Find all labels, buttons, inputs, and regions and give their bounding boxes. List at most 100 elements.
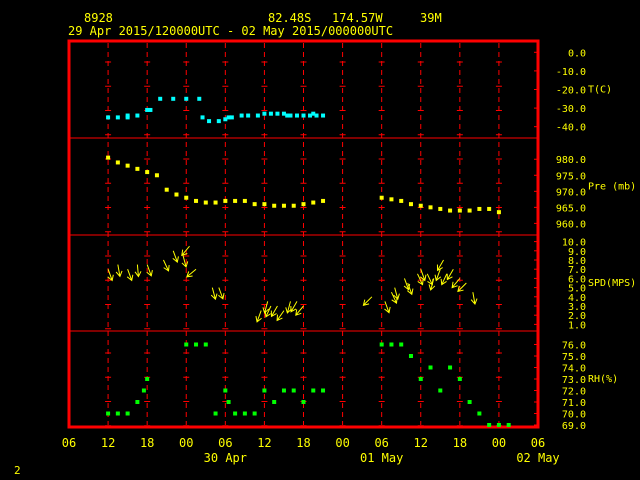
panel-label-wind: SPD(MPS) [588, 278, 636, 289]
wind-arrow [390, 291, 398, 304]
data-point-temp [148, 107, 153, 112]
wind-arrow [264, 305, 272, 318]
y-tick-label: 76.0 [562, 341, 586, 352]
station-longitude: 174.57W [332, 11, 383, 25]
data-point-pres [125, 163, 130, 168]
y-tick-label: -20.0 [556, 86, 586, 97]
y-tick-label: 7.0 [568, 265, 586, 276]
x-tick-label: 06 [374, 436, 388, 450]
y-tick-label: 75.0 [562, 352, 586, 363]
wind-arrow [262, 301, 270, 314]
y-tick-label: -10.0 [556, 67, 586, 78]
wind-arrow [126, 269, 134, 282]
data-point-pres [487, 206, 492, 211]
data-point-pres [291, 203, 296, 208]
data-point-temp [314, 113, 319, 118]
wind-arrow [451, 278, 461, 289]
y-tick-label: 970.0 [556, 187, 586, 198]
station-id: 8928 [84, 11, 113, 25]
y-tick-label: 4.0 [568, 293, 586, 304]
wind-arrow [434, 269, 442, 282]
wind-arrow [107, 269, 114, 282]
x-tick-label: 06 [531, 436, 545, 450]
data-point-pres [448, 208, 453, 213]
wind-arrow [457, 282, 467, 293]
wind-arrow [285, 301, 292, 314]
data-point-rh [233, 411, 238, 416]
wind-arrow [362, 296, 373, 306]
data-point-pres [154, 173, 159, 178]
data-point-temp [115, 115, 120, 120]
x-tick-label: 18 [140, 436, 154, 450]
data-point-temp [200, 115, 205, 120]
data-point-pres [164, 187, 169, 192]
y-tick-label: -30.0 [556, 104, 586, 115]
data-point-pres [203, 200, 208, 205]
y-tick-label: 71.0 [562, 398, 586, 409]
wind-arrow [270, 305, 278, 318]
data-point-pres [379, 195, 384, 200]
y-tick-label: 2.0 [568, 311, 586, 322]
data-point-pres [321, 198, 326, 203]
data-point-temp [275, 111, 280, 116]
y-tick-label: 9.0 [568, 247, 586, 258]
data-point-pres [194, 198, 199, 203]
data-point-rh [379, 342, 384, 347]
data-point-rh [477, 411, 482, 416]
data-point-pres [242, 198, 247, 203]
y-tick-label: 975.0 [556, 171, 586, 182]
x-tick-label: 00 [335, 436, 349, 450]
y-tick-label: 8.0 [568, 256, 586, 267]
data-point-rh [408, 354, 413, 358]
data-point-rh [106, 411, 111, 416]
data-point-rh [125, 411, 130, 416]
data-point-temp [281, 111, 286, 116]
data-point-rh [223, 388, 228, 393]
x-day-label: 01 May [360, 451, 403, 465]
data-point-rh [301, 400, 306, 404]
data-point-pres [233, 198, 238, 203]
x-tick-label: 06 [218, 436, 232, 450]
y-tick-label: 1.0 [568, 320, 586, 331]
wind-arrow [428, 278, 436, 291]
data-point-temp [285, 113, 290, 118]
data-point-rh [272, 400, 277, 404]
data-point-temp [255, 113, 260, 118]
data-point-rh [115, 411, 120, 416]
data-point-pres [457, 208, 462, 213]
data-point-rh [321, 388, 326, 393]
y-tick-label: 72.0 [562, 387, 586, 398]
data-point-temp [145, 107, 150, 112]
wind-arrow [470, 292, 478, 305]
data-point-rh [281, 388, 286, 393]
data-point-temp [158, 96, 163, 101]
wind-arrow [255, 310, 262, 323]
wind-arrow [290, 301, 298, 313]
data-point-pres [223, 198, 228, 203]
x-tick-label: 00 [492, 436, 506, 450]
data-point-rh [506, 423, 511, 427]
data-point-pres [213, 200, 218, 205]
y-tick-label: 3.0 [568, 302, 586, 313]
wind-arrow [181, 255, 189, 268]
wind-arrow [162, 259, 170, 272]
plot-frame [67, 39, 540, 429]
data-point-temp [229, 115, 234, 120]
wind-arrow [134, 264, 142, 278]
data-point-temp [262, 111, 267, 116]
data-point-temp [184, 96, 189, 101]
data-point-temp [301, 113, 306, 118]
data-point-rh [389, 342, 394, 347]
x-tick-label: 18 [453, 436, 467, 450]
wind-arrow [393, 287, 400, 301]
y-tick-label: 5.0 [568, 284, 586, 295]
data-point-temp [197, 96, 202, 101]
y-tick-label: 10.0 [562, 238, 586, 249]
y-tick-label: 0.0 [568, 48, 586, 59]
data-point-pres [467, 208, 472, 213]
data-point-temp [135, 113, 140, 118]
data-point-rh [418, 377, 423, 381]
x-tick-label: 12 [101, 436, 115, 450]
data-point-pres [428, 205, 433, 210]
data-point-pres [408, 202, 413, 207]
